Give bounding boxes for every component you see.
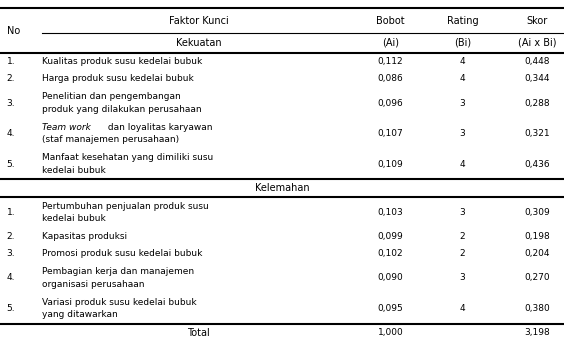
Text: 0,095: 0,095 [378,304,403,313]
Text: 0,109: 0,109 [378,160,403,168]
Text: No: No [7,25,20,36]
Text: 2.: 2. [7,232,15,241]
Text: 1,000: 1,000 [378,328,403,337]
Text: 0,099: 0,099 [378,232,403,241]
Text: (Ai x Bi): (Ai x Bi) [518,38,557,48]
Text: dan loyalitas karyawan: dan loyalitas karyawan [105,123,213,132]
Text: 0,112: 0,112 [378,57,403,66]
Text: 4: 4 [460,304,465,313]
Text: 0,204: 0,204 [525,250,550,258]
Text: 2.: 2. [7,75,15,83]
Text: Manfaat kesehatan yang dimiliki susu: Manfaat kesehatan yang dimiliki susu [42,154,214,162]
Text: 3.: 3. [7,99,15,107]
Text: 0,103: 0,103 [378,208,403,217]
Text: Pertumbuhan penjualan produk susu: Pertumbuhan penjualan produk susu [42,202,209,211]
Text: 4.: 4. [7,129,15,138]
Text: 2: 2 [460,250,465,258]
Text: 4: 4 [460,57,465,66]
Text: 3: 3 [460,99,465,107]
Text: 4: 4 [460,75,465,83]
Text: 2: 2 [460,232,465,241]
Text: (staf manajemen perusahaan): (staf manajemen perusahaan) [42,135,179,144]
Text: 4: 4 [460,160,465,168]
Text: Bobot: Bobot [376,16,405,26]
Text: 0,107: 0,107 [378,129,403,138]
Text: 0,198: 0,198 [525,232,550,241]
Text: Skor: Skor [527,16,548,26]
Text: Team work: Team work [42,123,91,132]
Text: 0,321: 0,321 [525,129,550,138]
Text: Kekuatan: Kekuatan [176,38,222,48]
Text: 3: 3 [460,129,465,138]
Text: 1.: 1. [7,57,15,66]
Text: Kelemahan: Kelemahan [255,183,309,193]
Text: produk yang dilakukan perusahaan: produk yang dilakukan perusahaan [42,105,202,114]
Text: kedelai bubuk: kedelai bubuk [42,214,106,223]
Text: 1.: 1. [7,208,15,217]
Text: 0,090: 0,090 [378,274,403,282]
Text: yang ditawarkan: yang ditawarkan [42,310,118,319]
Text: Rating: Rating [447,16,478,26]
Text: 0,436: 0,436 [525,160,550,168]
Text: 0,344: 0,344 [525,75,550,83]
Text: 0,309: 0,309 [525,208,550,217]
Text: Kapasitas produksi: Kapasitas produksi [42,232,127,241]
Text: 0,288: 0,288 [525,99,550,107]
Text: Harga produk susu kedelai bubuk: Harga produk susu kedelai bubuk [42,75,194,83]
Text: 3: 3 [460,274,465,282]
Text: Total: Total [187,327,210,338]
Text: (Bi): (Bi) [454,38,471,48]
Text: Variasi produk susu kedelai bubuk: Variasi produk susu kedelai bubuk [42,298,197,307]
Text: 3: 3 [460,208,465,217]
Text: organisasi perusahaan: organisasi perusahaan [42,280,145,288]
Text: (Ai): (Ai) [382,38,399,48]
Text: 0,448: 0,448 [525,57,550,66]
Text: Faktor Kunci: Faktor Kunci [169,16,228,26]
Text: 3,198: 3,198 [525,328,550,337]
Text: kedelai bubuk: kedelai bubuk [42,166,106,175]
Text: Kualitas produk susu kedelai bubuk: Kualitas produk susu kedelai bubuk [42,57,202,66]
Text: 0,096: 0,096 [378,99,403,107]
Text: 0,102: 0,102 [378,250,403,258]
Text: 0,380: 0,380 [525,304,550,313]
Text: 0,086: 0,086 [378,75,403,83]
Text: 4.: 4. [7,274,15,282]
Text: 3.: 3. [7,250,15,258]
Text: Pembagian kerja dan manajemen: Pembagian kerja dan manajemen [42,267,195,276]
Text: 0,270: 0,270 [525,274,550,282]
Text: Penelitian dan pengembangan: Penelitian dan pengembangan [42,93,181,101]
Text: 5.: 5. [7,304,15,313]
Text: 5.: 5. [7,160,15,168]
Text: Promosi produk susu kedelai bubuk: Promosi produk susu kedelai bubuk [42,250,202,258]
